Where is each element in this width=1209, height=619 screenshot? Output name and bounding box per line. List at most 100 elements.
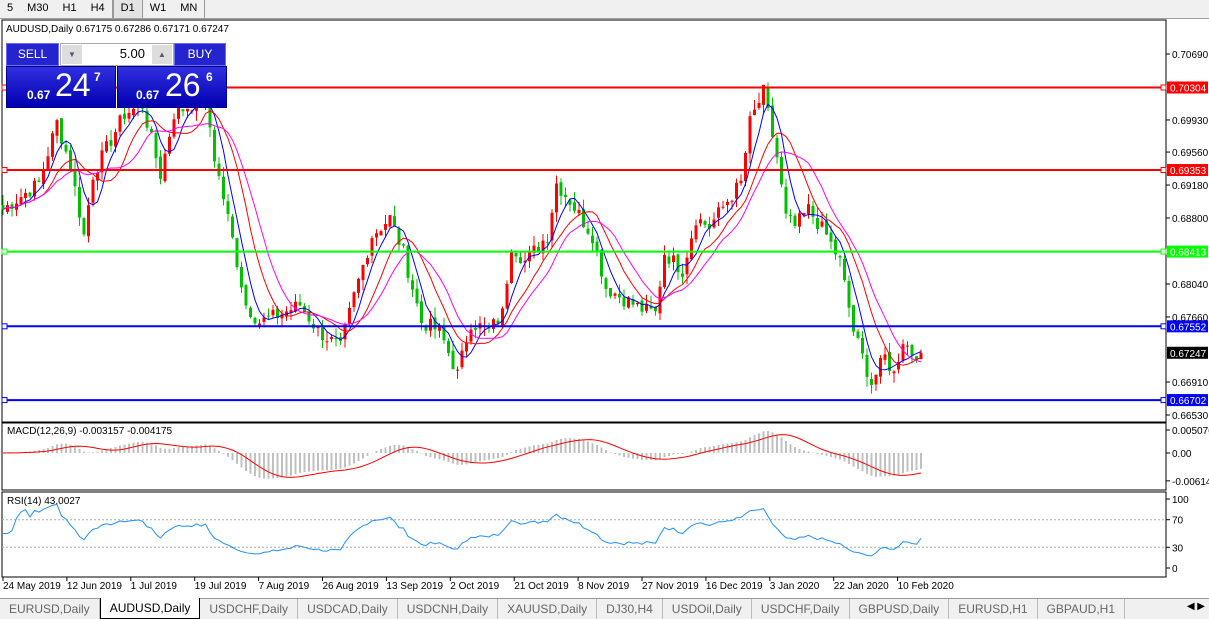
candle bbox=[357, 277, 360, 299]
price-tick-label: 0.69560 bbox=[1172, 148, 1209, 159]
rsi-panel bbox=[1, 491, 1167, 578]
candle bbox=[811, 200, 815, 225]
buy-price-button[interactable]: 0.67 26 6 bbox=[117, 66, 227, 108]
tab-scroll-arrows[interactable]: ◀ ▶ bbox=[1186, 601, 1205, 612]
macd-tick-label: 0.00 bbox=[1172, 449, 1192, 460]
candle-body bbox=[694, 225, 698, 240]
candle-body bbox=[411, 280, 414, 290]
candle-body bbox=[109, 140, 113, 146]
candle-body bbox=[226, 201, 230, 214]
candle-body bbox=[438, 325, 441, 331]
candle-body bbox=[532, 245, 536, 253]
date-label: 12 Jun 2019 bbox=[67, 581, 122, 592]
candle-body bbox=[546, 242, 549, 244]
candle bbox=[213, 126, 216, 168]
candle-body bbox=[550, 212, 554, 241]
candle-body bbox=[843, 258, 846, 281]
candle-body bbox=[721, 206, 725, 208]
buy-button[interactable]: BUY bbox=[174, 43, 226, 66]
chart-tab[interactable]: EURUSD,H1 bbox=[949, 599, 1038, 619]
candle-body bbox=[541, 240, 545, 254]
level-price-label-bg bbox=[1167, 81, 1208, 94]
candle-body bbox=[42, 169, 45, 185]
candle-body bbox=[60, 118, 63, 144]
candle-body bbox=[298, 301, 302, 306]
candle-body bbox=[573, 202, 576, 211]
timeframe-h4[interactable]: H4 bbox=[90, 2, 105, 14]
candle bbox=[262, 312, 266, 328]
candle bbox=[294, 294, 297, 313]
candle bbox=[834, 235, 837, 260]
candle bbox=[37, 177, 41, 183]
lot-size-value[interactable]: 5.00 bbox=[119, 46, 145, 61]
candle bbox=[559, 178, 563, 205]
sell-button[interactable]: SELL bbox=[6, 43, 59, 66]
candle-body bbox=[64, 144, 68, 152]
timeframe-d1[interactable]: D1 bbox=[112, 0, 143, 18]
candle bbox=[465, 335, 468, 358]
candle-body bbox=[118, 115, 122, 132]
chart-tab[interactable]: EURUSD,Daily bbox=[0, 599, 100, 619]
candle bbox=[519, 251, 522, 264]
price-tick-label: 0.69180 bbox=[1172, 181, 1209, 192]
lot-decrease-button[interactable]: ▼ bbox=[62, 45, 82, 64]
candle-body bbox=[915, 356, 918, 361]
candle-body bbox=[726, 201, 729, 205]
candle-body bbox=[577, 210, 581, 214]
chart-tab[interactable]: USDCAD,Daily bbox=[298, 599, 398, 619]
level-handle bbox=[1160, 84, 1167, 91]
candle bbox=[33, 178, 36, 201]
candle-body bbox=[861, 337, 864, 354]
candle-body bbox=[636, 302, 639, 305]
candle-body bbox=[316, 327, 320, 329]
candle-body bbox=[244, 285, 248, 306]
lot-increase-button[interactable]: ▲ bbox=[152, 45, 172, 64]
candle bbox=[793, 213, 797, 229]
candle-body bbox=[168, 136, 171, 154]
candle bbox=[798, 210, 801, 234]
timeframe-h1[interactable]: H1 bbox=[62, 2, 77, 14]
timeframe-w1[interactable]: W1 bbox=[149, 2, 167, 14]
candle bbox=[240, 261, 243, 293]
candle-body bbox=[186, 108, 189, 112]
timeframe-mn[interactable]: MN bbox=[180, 2, 198, 14]
candle-body bbox=[825, 220, 828, 235]
candle-body bbox=[919, 352, 923, 360]
candle bbox=[541, 234, 545, 261]
chart-tab[interactable]: GBPAUD,H1 bbox=[1038, 599, 1126, 619]
candle bbox=[100, 142, 104, 180]
candle-body bbox=[420, 301, 423, 324]
chart-area[interactable]: 0.70304 0.69353 0.68413 0.67552 0.66702 0.706… bbox=[0, 19, 1209, 597]
chart-tab[interactable]: DJ30,H4 bbox=[597, 599, 663, 619]
chart-tab[interactable]: USDCHF,Daily bbox=[752, 599, 850, 619]
timeframe-m30[interactable]: M30 bbox=[27, 2, 49, 14]
candle-body bbox=[37, 180, 41, 182]
candle bbox=[456, 366, 459, 379]
candle-body bbox=[766, 87, 770, 108]
chart-tab[interactable]: AUDUSD,Daily bbox=[99, 598, 201, 619]
candle bbox=[415, 278, 419, 307]
candle-body bbox=[667, 256, 671, 264]
sell-price-button[interactable]: 0.67 24 7 bbox=[6, 66, 116, 108]
candle-body bbox=[717, 207, 720, 218]
candle bbox=[411, 274, 414, 297]
candle bbox=[861, 331, 864, 359]
chart-tab[interactable]: XAUUSD,Daily bbox=[498, 599, 598, 619]
candle-body bbox=[424, 325, 428, 331]
date-label: 21 Oct 2019 bbox=[514, 581, 569, 592]
lot-size-field[interactable]: ▼ 5.00 ▲ bbox=[60, 43, 174, 66]
candle bbox=[78, 177, 81, 226]
chart-tab[interactable]: USDOil,Daily bbox=[663, 599, 752, 619]
candle bbox=[694, 219, 698, 243]
moving-average-line bbox=[2, 110, 922, 366]
chart-tab[interactable]: USDCNH,Daily bbox=[398, 599, 499, 619]
timeframe-5[interactable]: 5 bbox=[7, 2, 14, 14]
candle bbox=[753, 99, 756, 116]
chart-tab[interactable]: GBPUSD,Daily bbox=[850, 599, 950, 619]
price-tick-label: 0.69930 bbox=[1172, 116, 1209, 127]
candle-body bbox=[609, 288, 612, 297]
candle-body bbox=[231, 216, 234, 238]
candle bbox=[298, 294, 302, 307]
chart-tab[interactable]: USDCHF,Daily bbox=[200, 599, 299, 619]
date-label: 22 Jan 2020 bbox=[834, 581, 889, 592]
